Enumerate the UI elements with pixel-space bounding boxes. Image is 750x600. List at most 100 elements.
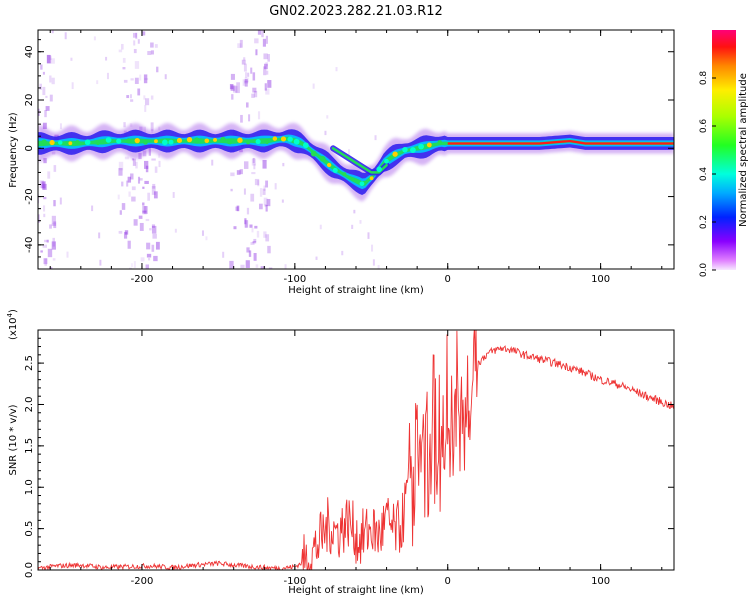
noise-speckle — [335, 67, 338, 72]
snr-y-tick-label: 1.0 — [24, 479, 35, 495]
trace-peak-dot — [168, 139, 174, 145]
noise-speckle — [172, 192, 175, 198]
noise-speckle — [123, 79, 128, 83]
trace-peak-dot — [255, 138, 261, 145]
frequency-trace-layer — [38, 123, 674, 202]
trace-peak-dot — [226, 138, 233, 145]
noise-speckle — [118, 168, 123, 176]
noise-speckle — [252, 157, 255, 164]
noise-speckle — [156, 66, 159, 73]
noise-speckle — [255, 264, 259, 268]
trace-core-line — [447, 139, 674, 145]
noise-speckle — [263, 66, 267, 76]
snr-y-label: SNR (10 * v/v) — [8, 404, 19, 475]
noise-speckle — [133, 48, 137, 54]
noise-speckle — [265, 88, 270, 95]
trace-peak-dot — [272, 136, 278, 141]
noise-speckle — [264, 204, 267, 207]
noise-speckle — [248, 250, 252, 257]
noise-speckle — [146, 242, 151, 250]
noise-speckle — [243, 188, 246, 195]
noise-speckle — [35, 131, 37, 134]
noise-speckle — [247, 72, 250, 77]
spectrogram-y-label: Frequency (Hz) — [8, 112, 19, 188]
noise-speckle — [145, 218, 150, 222]
noise-speckle — [122, 57, 126, 63]
noise-speckle — [66, 251, 69, 258]
noise-speckle — [59, 123, 62, 130]
noise-speckle — [151, 158, 156, 161]
snr-x-tick-label: 0 — [445, 576, 451, 587]
noise-speckle — [51, 241, 56, 250]
noise-speckle — [128, 191, 131, 197]
noise-speckle — [93, 36, 96, 41]
noise-speckle — [30, 112, 33, 119]
noise-speckle — [142, 210, 147, 213]
noise-speckle — [155, 241, 160, 250]
noise-speckle — [22, 127, 25, 131]
noise-speckle — [268, 267, 273, 269]
trace-peak-dot — [116, 138, 122, 144]
noise-speckle — [51, 222, 57, 226]
noise-speckle — [236, 170, 241, 175]
spectrogram-x-tick-label: 0 — [445, 274, 451, 285]
noise-speckle — [130, 173, 134, 180]
noise-speckle — [118, 161, 124, 171]
trace-peak-dot — [186, 136, 193, 143]
trace-peak-dot — [84, 139, 91, 146]
noise-speckle — [31, 67, 34, 70]
trace-peak-dot — [359, 181, 365, 187]
noise-speckle — [144, 105, 147, 112]
noise-speckle — [324, 130, 327, 136]
noise-speckle — [312, 83, 315, 89]
noise-speckle — [256, 230, 260, 238]
noise-speckle — [252, 87, 257, 93]
noise-speckle — [260, 266, 263, 269]
noise-speckle — [263, 53, 268, 60]
trace-mid-band — [38, 136, 674, 187]
noise-speckle — [49, 224, 52, 229]
noise-speckle — [118, 230, 123, 234]
broadband-noise-layer — [17, 30, 380, 269]
noise-speckle — [144, 98, 150, 106]
spectrogram-content — [17, 30, 674, 269]
colorbar-tick-label: 0.2 — [699, 215, 709, 229]
noise-speckle — [18, 204, 21, 211]
noise-speckle — [138, 215, 143, 219]
noise-speckle — [230, 172, 235, 177]
noise-speckle — [121, 203, 126, 210]
noise-speckle — [262, 38, 266, 47]
colorbar: 0.0 0.2 0.4 0.6 0.8 Normalized spectral ampl… — [699, 30, 749, 277]
trace-peak-dot — [409, 147, 416, 153]
noise-speckle — [29, 112, 31, 115]
noise-speckle — [139, 178, 143, 181]
noise-speckle — [130, 78, 134, 81]
trace-peak-dot — [280, 136, 287, 142]
noise-speckle — [99, 259, 102, 266]
spectrogram-y-tick-label: -20 — [24, 188, 35, 204]
trace-peak-dot — [41, 139, 48, 146]
noise-speckle — [139, 222, 144, 231]
noise-speckle — [124, 156, 129, 160]
snr-y-tick-label: 2.0 — [24, 397, 35, 413]
noise-speckle — [315, 256, 318, 260]
noise-speckle — [53, 165, 57, 172]
trace-peak-dot — [220, 136, 226, 143]
noise-speckle — [129, 267, 132, 269]
noise-speckle — [154, 44, 158, 48]
spectrogram-y-tick-label: 0 — [24, 145, 35, 151]
trace-peak-dot — [213, 137, 218, 142]
colorbar-label: Normalized spectral amplitude — [738, 73, 749, 227]
noise-speckle — [239, 39, 243, 48]
noise-speckle — [126, 95, 130, 99]
snr-y-scale-label: (x104) — [6, 309, 19, 340]
spectrogram-x-label: Height of straight line (km) — [288, 285, 424, 296]
trace-peak-dot — [96, 141, 100, 146]
snr-x-tick-label: -100 — [283, 576, 306, 587]
noise-speckle — [319, 224, 322, 230]
noise-speckle — [30, 110, 32, 118]
noise-speckle — [249, 224, 253, 228]
noise-speckle — [64, 32, 67, 40]
noise-speckle — [43, 258, 48, 265]
noise-speckle — [17, 62, 19, 65]
